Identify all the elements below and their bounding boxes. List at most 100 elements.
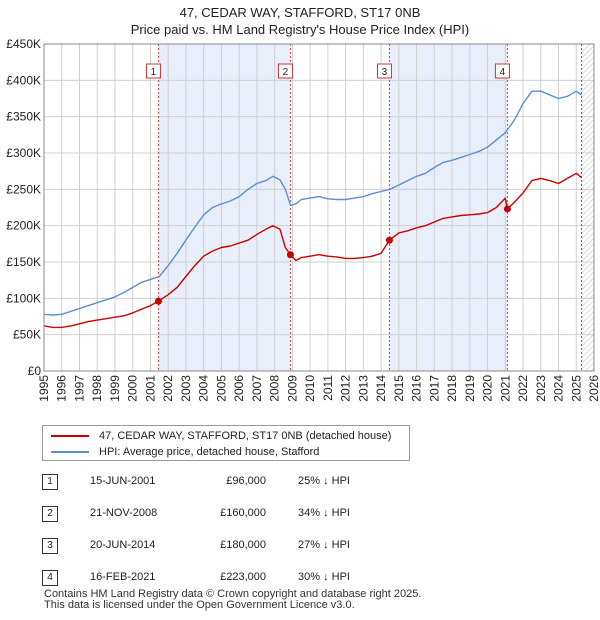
sale-number-badge: 1: [42, 474, 58, 490]
sale-hpi-diff: 27% ↓ HPI: [298, 539, 350, 551]
x-tick-label: 2004: [197, 375, 211, 402]
sale-marker-label: 3: [382, 67, 388, 78]
x-tick-label: 2026: [587, 375, 600, 402]
y-tick-label: £150K: [6, 255, 41, 269]
x-tick-label: 2005: [214, 375, 228, 402]
sale-marker-box: [277, 63, 293, 79]
y-axis-ticks: £0 £50K £100K £150K £200K £250K £300K £350K £400…: [6, 37, 41, 378]
x-tick-label: 1996: [55, 375, 69, 402]
sale-marker-label: 4: [500, 67, 506, 78]
sale-hpi-diff: 25% ↓ HPI: [298, 475, 350, 487]
x-tick-label: 1999: [108, 375, 122, 402]
chart-title-block: 47, CEDAR WAY, STAFFORD, ST17 0NB Price …: [0, 4, 600, 38]
future-hatch-area: [581, 44, 594, 371]
x-tick-label: 2018: [445, 375, 459, 402]
sale-price: £223,000: [220, 571, 266, 583]
table-row: 4 16-FEB-2021 £223,000 30% ↓ HPI: [42, 568, 392, 588]
footer-copyright: Contains HM Land Registry data © Crown c…: [44, 588, 422, 600]
x-tick-label: 1995: [37, 375, 51, 402]
x-tick-label: 2003: [179, 375, 193, 402]
x-tick-label: 2023: [534, 375, 548, 402]
y-tick-label: £350K: [6, 110, 41, 124]
x-tick-label: 2006: [232, 375, 246, 402]
x-tick-label: 2017: [427, 375, 441, 402]
legend-swatch-hpi: [51, 451, 89, 453]
sale-hpi-diff: 34% ↓ HPI: [298, 507, 350, 519]
sale-marker-label: 1: [151, 67, 157, 78]
y-tick-label: £450K: [6, 37, 41, 51]
x-tick-label: 2021: [498, 375, 512, 402]
x-tick-label: 2012: [339, 375, 353, 402]
ownership-shade: [389, 44, 508, 371]
sale-date: 15-JUN-2001: [90, 475, 156, 487]
x-tick-label: 2009: [285, 375, 299, 402]
x-tick-label: 2022: [516, 375, 530, 402]
y-tick-label: £200K: [6, 219, 41, 233]
plot-border: [43, 43, 595, 372]
y-tick-label: £250K: [6, 182, 41, 196]
property-series-line: [43, 172, 583, 329]
legend: 47, CEDAR WAY, STAFFORD, ST17 0NB (detac…: [42, 425, 410, 461]
x-tick-label: 2008: [268, 375, 282, 402]
y-tick-label: £300K: [6, 146, 41, 160]
sale-marker-box: [494, 63, 510, 79]
sale-date: 16-FEB-2021: [90, 571, 156, 583]
legend-label-property: 47, CEDAR WAY, STAFFORD, ST17 0NB (detac…: [99, 430, 392, 442]
y-tick-label: £100K: [6, 291, 41, 305]
sale-point: [503, 205, 511, 213]
sale-number-badge: 2: [42, 506, 58, 522]
sale-point: [154, 297, 162, 305]
sale-vertical-lines: [157, 44, 583, 371]
table-row: 3 20-JUN-2014 £180,000 27% ↓ HPI: [42, 536, 392, 556]
legend-label-hpi: HPI: Average price, detached house, Staf…: [99, 446, 320, 458]
x-tick-label: 2024: [552, 375, 566, 402]
legend-swatch-property: [51, 435, 89, 437]
y-tick-label: £50K: [13, 328, 41, 342]
x-tick-label: 1998: [90, 375, 104, 402]
series-lines: [43, 90, 583, 329]
x-axis-ticks: 1995 1996 1997 1998 1999 2000 2001 2002 2003 2004…: [37, 375, 600, 402]
x-tick-label: 2020: [481, 375, 495, 402]
x-tick-label: 1997: [72, 375, 86, 402]
y-tick-label: £400K: [6, 73, 41, 87]
sale-number-badge: 4: [42, 570, 58, 586]
price-chart: 1 2 3 4 £0 £50K £100K £150K £200K £250K £300K £350…: [6, 37, 600, 402]
x-tick-label: 2015: [392, 375, 406, 402]
sale-price: £160,000: [220, 507, 266, 519]
footer: Contains HM Land Registry data © Crown c…: [44, 589, 421, 611]
sale-point: [385, 236, 393, 244]
sale-price: £180,000: [220, 539, 266, 551]
sale-marker-label: 2: [283, 67, 289, 78]
sale-date: 21-NOV-2008: [90, 507, 158, 519]
gridlines: [43, 43, 595, 372]
sale-price: £96,000: [226, 475, 266, 487]
future-hatch: [581, 44, 594, 371]
sale-points: [154, 205, 511, 305]
sale-date: 20-JUN-2014: [90, 539, 156, 551]
chart-title: 47, CEDAR WAY, STAFFORD, ST17 0NB: [179, 5, 421, 20]
sale-marker-box: [376, 63, 392, 79]
footer-licence: This data is licensed under the Open Gov…: [44, 599, 355, 611]
plot-area: [44, 44, 594, 371]
sale-markers: 1 2 3 4: [145, 63, 510, 79]
chart-subtitle: Price paid vs. HM Land Registry's House …: [130, 22, 470, 37]
sale-hpi-diff: 30% ↓ HPI: [298, 571, 350, 583]
x-tick-label: 2013: [356, 375, 370, 402]
x-tick-label: 2000: [126, 375, 140, 402]
x-tick-label: 2007: [250, 375, 264, 402]
y-tick-label: £0: [28, 364, 42, 378]
table-row: 2 21-NOV-2008 £160,000 34% ↓ HPI: [42, 504, 392, 524]
x-tick-label: 2002: [161, 375, 175, 402]
x-tick-label: 2016: [410, 375, 424, 402]
x-tick-label: 2010: [303, 375, 317, 402]
sale-point: [286, 251, 294, 259]
table-row: 1 15-JUN-2001 £96,000 25% ↓ HPI: [42, 472, 392, 492]
x-tick-label: 2025: [569, 375, 583, 402]
x-tick-label: 2001: [143, 375, 157, 402]
x-tick-label: 2014: [374, 375, 388, 402]
hpi-series-line: [43, 90, 583, 316]
x-tick-label: 2011: [321, 375, 335, 401]
sale-number-badge: 3: [42, 538, 58, 554]
x-tick-label: 2019: [463, 375, 477, 402]
sale-marker-box: [145, 63, 161, 79]
